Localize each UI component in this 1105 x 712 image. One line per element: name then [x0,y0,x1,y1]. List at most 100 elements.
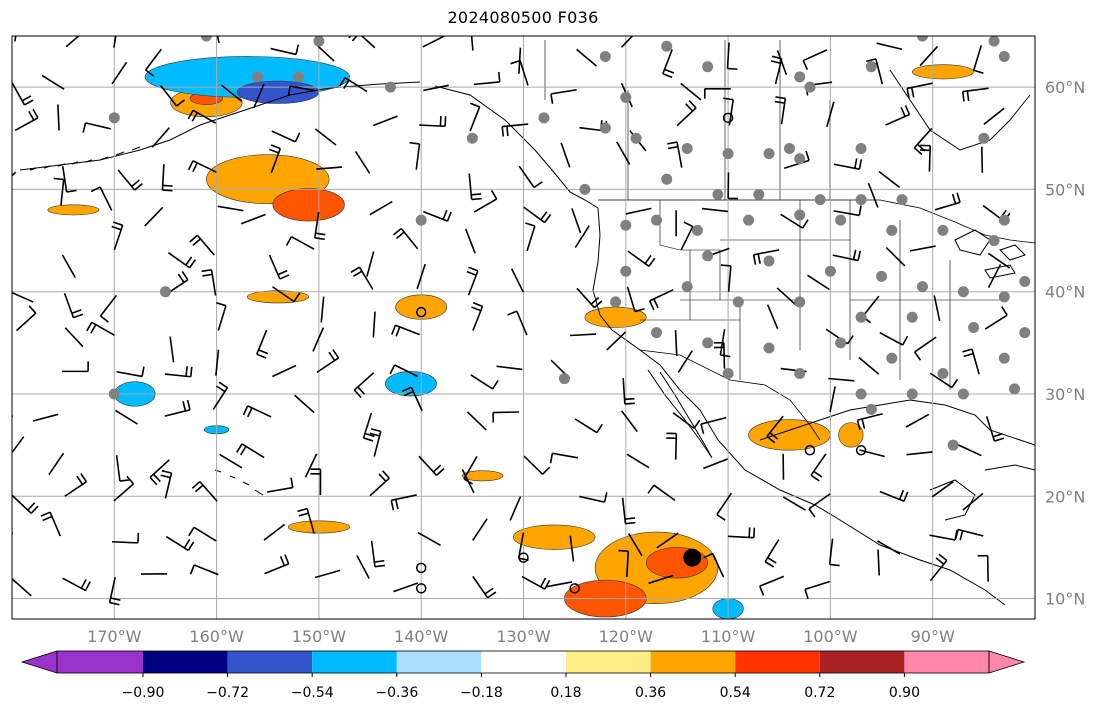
positive-anomaly-region [838,422,864,448]
station-dot [957,388,969,400]
wind-barb [719,329,731,358]
wind-barb [569,535,575,562]
wind-barb [828,377,855,382]
wind-barb [954,528,984,541]
station-dot [835,214,847,226]
wind-barb [473,189,498,213]
wind-barb [372,311,376,338]
open-circle-marker [518,552,529,563]
station-dot [1019,275,1031,287]
wind-barb [0,235,11,247]
latitude-tick-label: 10°N [1045,590,1085,609]
wind-barb [164,399,191,417]
wind-barb [727,172,739,200]
wind-barb [151,127,170,148]
open-circle-marker [415,306,427,318]
station-dot [620,219,632,231]
wind-barb [662,49,675,79]
wind-barb [984,306,1008,330]
wind-barb [115,409,139,425]
colorbar-low-extend [20,650,58,674]
wind-barb [549,452,579,464]
wind-barb [419,116,447,128]
station-dot [1009,383,1021,395]
wind-barb [667,141,683,168]
wind-barb [672,412,701,429]
wind-barb [41,74,65,90]
station-dot [783,143,795,155]
positive-anomaly-region [272,188,345,222]
longitude-tick-label: 130°W [496,627,551,646]
wind-barb [885,105,911,126]
station-dot [886,224,898,236]
large-marker-dot [683,548,702,567]
wind-barb [285,236,315,250]
wind-barb [906,451,933,456]
wind-barb [625,207,652,215]
wind-barb [12,415,13,417]
colorbar-high-extend [988,650,1026,674]
wind-barb [12,578,32,597]
wind-barb [906,82,933,99]
wind-barb [12,494,39,514]
station-dot [558,373,570,385]
wind-barb [626,286,645,313]
positive-anomaly-region [246,290,309,304]
wind-barb [716,492,733,521]
wind-barb [417,531,441,547]
wind-barb [391,324,420,337]
wind-barb [914,336,937,361]
wind-barb [867,182,879,208]
wind-barb [115,455,130,482]
wind-barb [962,348,980,375]
station-dot [579,183,591,195]
wind-barb [0,204,10,214]
wind-barb [550,88,577,104]
positive-anomaly-region [911,64,974,80]
wind-barb [409,141,421,170]
wind-barb [981,146,984,173]
station-dot [824,265,836,277]
station-dot [814,194,826,206]
wind-barb [12,171,17,177]
wind-barb [780,213,809,229]
latitude-labels: 10°N 20°N 30°N 40°N 50°N 60°N [1045,78,1085,608]
map-frame [11,35,1036,620]
colorbar-tick-label: −0.36 [375,685,418,701]
wind-barb [703,552,725,578]
wind-barb [242,405,272,418]
colorbar-segment [566,651,651,673]
wind-barb [859,449,885,458]
wind-barb [470,36,474,51]
station-dot [855,388,867,400]
wind-barb [423,84,449,92]
longitude-tick-label: 150°W [292,627,347,646]
longitude-tick-label: 100°W [803,627,858,646]
wind-barb [348,36,376,49]
wind-barb [473,71,501,86]
wind-barb [240,213,266,225]
negative-anomaly-region [385,371,437,397]
wind-barb [832,249,862,262]
wind-barb [314,569,341,579]
wind-barb [64,473,88,497]
wind-barb [187,109,217,124]
station-dot [835,337,847,349]
wind-barb [961,87,989,102]
longitude-labels: 170°W 160°W 150°W 140°W 130°W 120°W 110°W 100°W… [87,627,955,646]
wind-barb [858,356,880,375]
station-dot [599,50,611,62]
wind-barb [879,332,909,346]
wind-barb [314,128,337,146]
wind-barb [12,532,14,536]
wind-barb [113,475,135,502]
station-dot [415,214,427,226]
colorbar-segment [143,651,228,673]
wind-barb [570,333,597,337]
latitude-tick-label: 30°N [1045,385,1085,404]
wind-barb [510,59,529,86]
wind-barb [700,416,727,434]
station-dot [159,286,171,298]
wind-barb [144,206,164,227]
